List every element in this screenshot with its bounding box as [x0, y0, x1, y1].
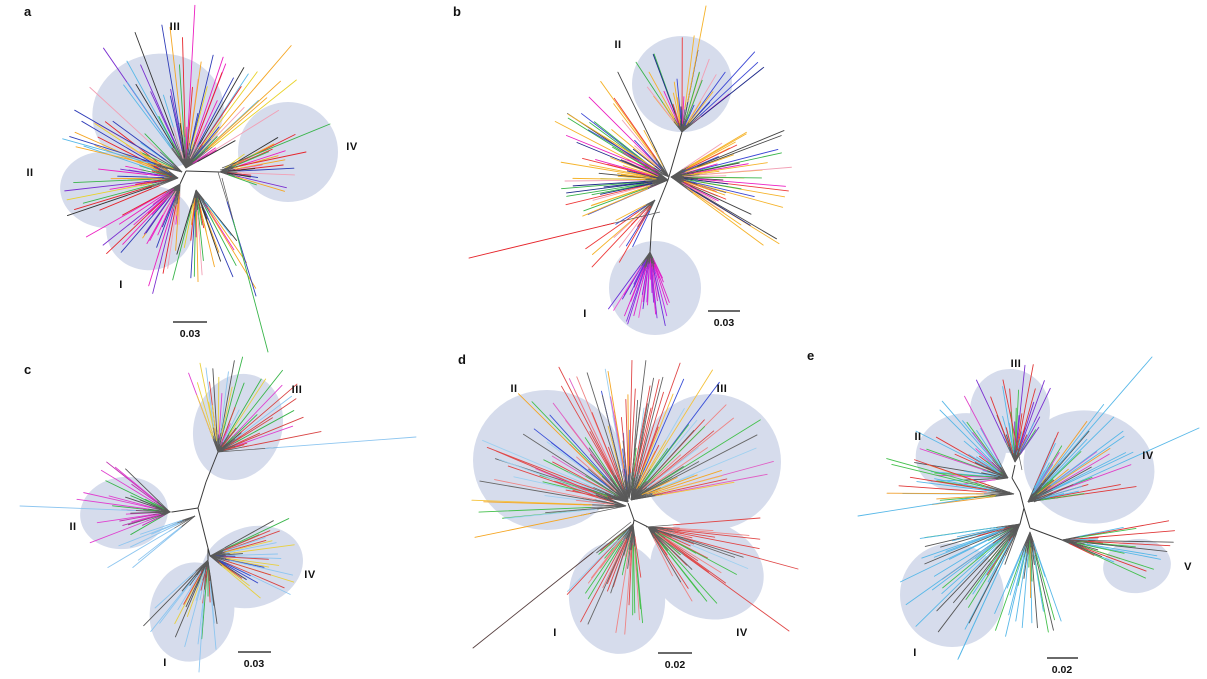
clade-label-e-II: II: [914, 431, 921, 443]
branch-fan-d-4: [566, 523, 644, 635]
branch-fan-e-2: [1027, 404, 1137, 503]
branch-fan-a-0: [103, 4, 297, 169]
clade-label-e-IV: IV: [1142, 450, 1154, 462]
outlier-branches: [19, 367, 417, 673]
clade-label-a-III: III: [170, 21, 181, 33]
branch-fan-b-3: [670, 130, 792, 246]
clade-blob-a-IV: [238, 102, 338, 202]
tree-trunk: [1011, 464, 1063, 541]
branch-fan-b-2: [566, 71, 670, 178]
clade-label-c-II: II: [69, 521, 76, 533]
branch-fan-e-1: [914, 395, 1009, 486]
panel-letter-e: e: [807, 348, 814, 363]
branch-fan-a-3: [85, 183, 181, 294]
panel-letter-c: c: [24, 362, 31, 377]
branch-fan-e-6: [994, 531, 1062, 637]
outlier-branches: [217, 123, 331, 353]
branch-fan-d-1: [630, 362, 774, 501]
clade-blob-b-I: [609, 241, 701, 335]
scale-bar-label-e: 0.02: [1052, 664, 1073, 676]
clade-label-e-I: I: [913, 647, 917, 659]
branch-fan-c-0: [188, 356, 322, 453]
branch-fan-b-1: [554, 113, 669, 217]
clade-blob-c-I: [149, 562, 235, 662]
clade-label-b-I: I: [583, 308, 587, 320]
tree-trunk: [179, 170, 221, 185]
branch-fan-d-0: [482, 366, 629, 503]
tree-trunk: [171, 451, 219, 560]
branch-fan-e-0: [976, 364, 1051, 463]
branch-fan-a-4: [172, 189, 257, 289]
clade-label-a-I: I: [119, 279, 123, 291]
scale-bar-b: 0.03: [708, 310, 740, 329]
branch-fan-d-5: [647, 526, 761, 604]
branch-fan-b-4: [608, 251, 670, 327]
tree-trunk: [627, 502, 649, 528]
clade-label-d-III: III: [717, 383, 728, 395]
outlier-branches: [468, 5, 707, 259]
clade-label-a-II: II: [26, 167, 33, 179]
scale-bar-label-c: 0.03: [244, 658, 265, 670]
branch-fan-c-2: [107, 515, 196, 568]
branch-fan-e-3: [1061, 520, 1176, 579]
clade-label-d-I: I: [553, 627, 557, 639]
scale-bar-label-a: 0.03: [180, 328, 201, 340]
panel-letter-a: a: [24, 4, 32, 19]
branch-fan-d-2: [607, 359, 652, 500]
panel-letter-d: d: [458, 352, 466, 367]
branch-fan-a-5: [62, 86, 183, 173]
clade-label-a-IV: IV: [346, 141, 358, 153]
scale-bar-e: 0.02: [1047, 657, 1078, 676]
clade-label-c-I: I: [163, 657, 167, 669]
branch-fan-d-3: [471, 450, 627, 538]
clade-label-b-II: II: [614, 39, 621, 51]
outlier-branches: [857, 356, 1200, 517]
scale-bar-d: 0.02: [658, 652, 692, 671]
scale-bar-a: 0.03: [173, 321, 207, 340]
clade-label-d-IV: IV: [736, 627, 748, 639]
clade-label-d-II: II: [510, 383, 517, 395]
outlier-branches: [472, 517, 799, 649]
clade-label-c-IV: IV: [304, 569, 316, 581]
scale-bar-label-b: 0.03: [714, 317, 735, 329]
branch-fan-e-4: [900, 523, 1021, 660]
scale-bar-c: 0.03: [238, 651, 271, 670]
clade-label-c-III: III: [292, 384, 303, 396]
clade-label-e-V: V: [1184, 561, 1192, 573]
panel-letter-b: b: [453, 4, 461, 19]
branch-fan-e-5: [886, 458, 1015, 505]
clade-label-e-III: III: [1011, 358, 1022, 370]
clade-blob-d-I: [568, 542, 666, 654]
scale-bar-label-d: 0.02: [665, 659, 686, 671]
branch-fan-c-3: [209, 518, 295, 599]
